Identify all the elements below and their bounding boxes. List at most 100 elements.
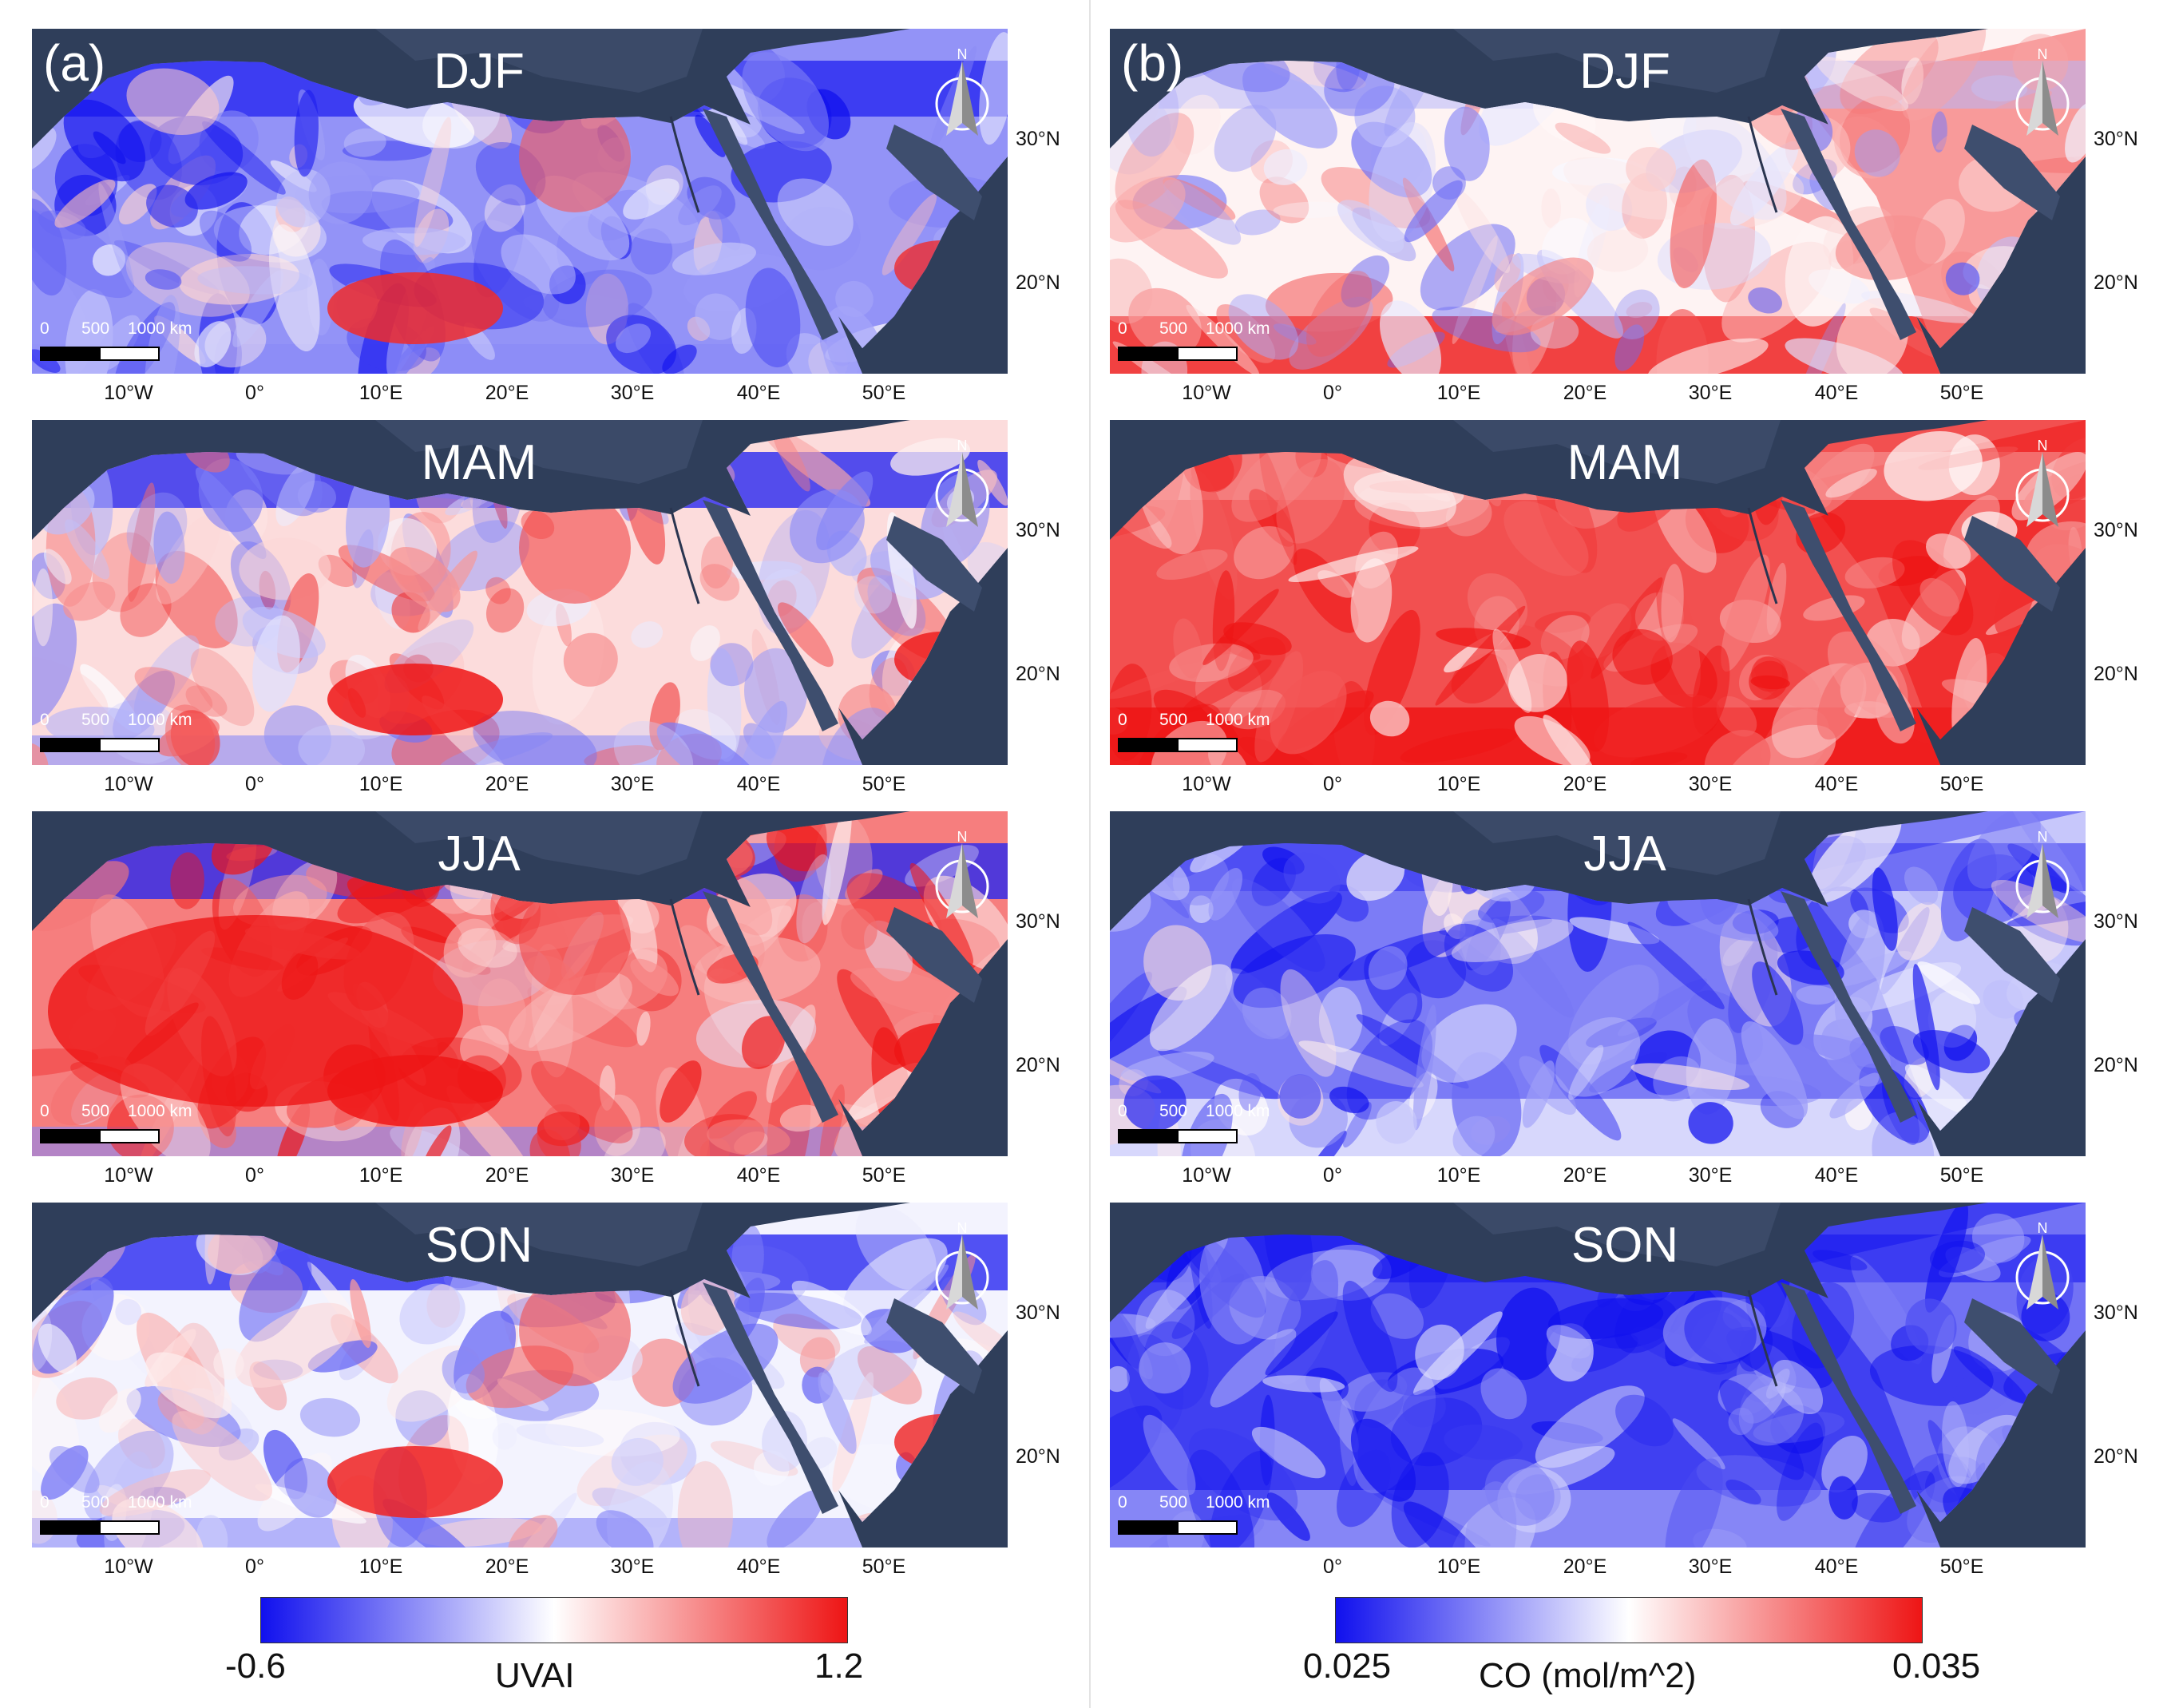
longitude-label: 10°E [1436, 1164, 1481, 1187]
svg-text:N: N [957, 438, 968, 454]
scale-bar-label: 500 [81, 1102, 110, 1120]
season-label: MAM [1567, 435, 1683, 490]
longitude-label: 0° [245, 773, 264, 795]
scale-bar-label: 1000 km [1206, 711, 1270, 729]
scale-bar-label: 0 [1118, 1102, 1127, 1120]
longitude-label: 40°E [1814, 382, 1859, 404]
latitude-label: 30°N [1016, 1302, 1060, 1324]
north-arrow-icon: N [2011, 1220, 2074, 1324]
scale-bar-label: 1000 km [128, 319, 192, 338]
longitude-label: 20°E [1563, 773, 1607, 795]
scale-bar-label: 0 [1118, 711, 1127, 729]
panel-letter: (b) [1121, 34, 1184, 92]
scale-bar-label: 1000 km [128, 711, 192, 729]
scale-bar-label: 0 [40, 711, 50, 729]
latitude-label: 30°N [1016, 519, 1060, 541]
longitude-label: 30°E [1688, 1555, 1733, 1578]
map-panel-co-djf: (b) DJF N 0 500 1000 km [1110, 29, 2086, 374]
north-arrow-icon: N [930, 46, 994, 150]
scale-bar-label: 0 [40, 319, 50, 338]
longitude-label: 0° [245, 1555, 264, 1578]
map-raster [1110, 1203, 2086, 1548]
scale-bar-label: 500 [1159, 1102, 1188, 1120]
map-raster [32, 29, 1008, 374]
scale-bar: 0 500 1000 km [1118, 1102, 1270, 1150]
scale-bar-label: 500 [81, 711, 110, 729]
svg-text:N: N [2038, 46, 2048, 62]
svg-text:N: N [2038, 1220, 2048, 1236]
longitude-label: 10°W [1182, 773, 1231, 795]
svg-text:N: N [957, 829, 968, 845]
longitude-label: 50°E [1939, 1164, 1984, 1187]
map-raster [32, 1203, 1008, 1548]
longitude-label: 30°E [1688, 382, 1733, 404]
north-arrow-icon: N [930, 829, 994, 933]
scale-bar-label: 500 [1159, 711, 1188, 729]
panel-divider [1089, 0, 1091, 1708]
scale-bar-label: 500 [81, 1493, 110, 1512]
map-raster [32, 811, 1008, 1156]
scale-bar-label: 1000 km [128, 1493, 192, 1512]
scale-bar-label: 500 [81, 319, 110, 338]
map-panel-co-mam: MAM N 0 500 1000 km [1110, 420, 2086, 765]
longitude-label: 10°E [359, 382, 403, 404]
map-raster [1110, 29, 2086, 374]
north-arrow-icon: N [930, 438, 994, 541]
latitude-label: 30°N [2094, 519, 2138, 541]
scale-bar-label: 1000 km [1206, 1493, 1270, 1512]
scale-bar-label: 500 [1159, 1493, 1188, 1512]
longitude-label: 20°E [485, 382, 529, 404]
longitude-label: 40°E [736, 1555, 781, 1578]
longitude-label: 30°E [610, 1164, 655, 1187]
longitude-label: 40°E [1814, 773, 1859, 795]
season-label: SON [1571, 1218, 1679, 1273]
season-label: DJF [1579, 44, 1670, 99]
map-panel-co-son: SON N 0 500 1000 km [1110, 1203, 2086, 1548]
longitude-label: 50°E [1939, 773, 1984, 795]
panel-letter: (a) [43, 34, 106, 92]
scale-bar: 0 500 1000 km [40, 1493, 192, 1541]
north-arrow-icon: N [930, 1220, 994, 1324]
longitude-label: 10°E [359, 1164, 403, 1187]
scale-bar: 0 500 1000 km [40, 711, 192, 759]
season-label: DJF [434, 44, 525, 99]
colorbar-co [1335, 1597, 1923, 1643]
longitude-label: 0° [1323, 1164, 1342, 1187]
longitude-label: 20°E [1563, 1555, 1607, 1578]
svg-text:N: N [957, 1220, 968, 1236]
season-label: JJA [438, 826, 521, 882]
longitude-label: 0° [245, 382, 264, 404]
longitude-label: 30°E [1688, 773, 1733, 795]
longitude-label: 40°E [1814, 1164, 1859, 1187]
svg-text:N: N [2038, 438, 2048, 454]
longitude-label: 40°E [736, 773, 781, 795]
scale-bar-label: 1000 km [1206, 319, 1270, 338]
longitude-label: 30°E [610, 773, 655, 795]
longitude-label: 10°E [1436, 1555, 1481, 1578]
longitude-label: 20°E [485, 1164, 529, 1187]
longitude-label: 0° [1323, 773, 1342, 795]
latitude-label: 20°N [1016, 1445, 1060, 1468]
map-panel-uvai-djf: (a) DJF N 0 500 1000 km [32, 29, 1008, 374]
longitude-label: 30°E [610, 382, 655, 404]
map-panel-uvai-son: SON N 0 500 1000 km [32, 1203, 1008, 1548]
longitude-label: 40°E [1814, 1555, 1859, 1578]
latitude-label: 20°N [1016, 663, 1060, 685]
longitude-label: 10°E [359, 773, 403, 795]
scale-bar: 0 500 1000 km [1118, 1493, 1270, 1541]
longitude-label: 10°E [1436, 773, 1481, 795]
longitude-label: 50°E [862, 1164, 906, 1187]
latitude-label: 30°N [1016, 910, 1060, 933]
north-arrow-icon: N [2011, 829, 2074, 933]
latitude-label: 20°N [2094, 1445, 2138, 1468]
longitude-label: 10°W [1182, 382, 1231, 404]
scale-bar-label: 0 [1118, 319, 1127, 338]
scale-bar: 0 500 1000 km [40, 319, 192, 367]
scale-bar: 0 500 1000 km [1118, 711, 1270, 759]
longitude-label: 20°E [485, 1555, 529, 1578]
scale-bar-label: 1000 km [128, 1102, 192, 1120]
latitude-label: 30°N [2094, 128, 2138, 150]
colorbar-title: CO (mol/m^2) [1479, 1656, 1697, 1695]
scale-bar-label: 0 [40, 1493, 50, 1512]
latitude-label: 20°N [2094, 663, 2138, 685]
